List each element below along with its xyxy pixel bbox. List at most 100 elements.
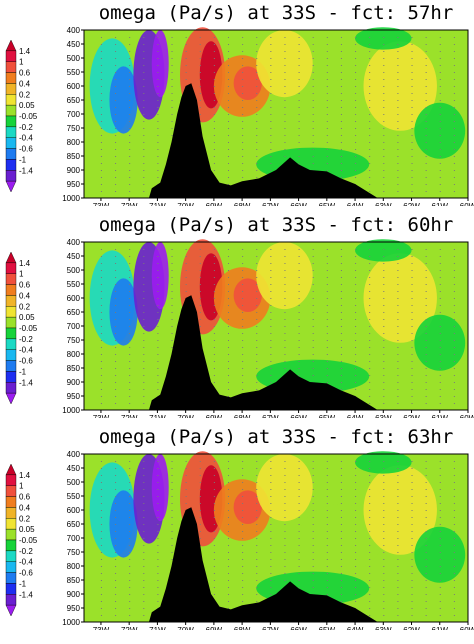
- grid-dot: [228, 65, 229, 66]
- grid-dot: [425, 375, 427, 376]
- grid-dot: [143, 58, 145, 59]
- grid-dot: [439, 44, 441, 45]
- grid-dot: [171, 44, 173, 45]
- grid-dot: [100, 517, 102, 518]
- grid-dot: [453, 580, 455, 581]
- colorbar-cap: [5, 180, 17, 193]
- grid-dot: [439, 128, 441, 129]
- grid-dot: [312, 517, 314, 518]
- grid-dot: [171, 545, 173, 546]
- grid-dot: [439, 305, 441, 306]
- grid-dot: [199, 531, 201, 532]
- omega-contour: [256, 30, 313, 98]
- grid-dot: [453, 354, 455, 355]
- grid-dot: [143, 375, 145, 376]
- grid-dot: [326, 382, 328, 383]
- grid-dot: [242, 263, 244, 264]
- grid-dot: [340, 594, 342, 595]
- grid-dot: [228, 503, 229, 504]
- grid-dot: [199, 107, 201, 108]
- grid-dot: [143, 142, 145, 143]
- omega-contour: [233, 278, 262, 312]
- grid-dot: [199, 482, 201, 483]
- grid-dot: [355, 468, 357, 469]
- grid-dot: [298, 319, 300, 320]
- grid-dot: [242, 37, 244, 38]
- grid-dot: [242, 305, 244, 306]
- grid-dot: [256, 156, 258, 157]
- grid-dot: [256, 86, 258, 87]
- grid-dot: [129, 170, 131, 171]
- grid-dot: [340, 347, 342, 348]
- grid-dot: [298, 51, 300, 52]
- y-tick-label: 850: [67, 152, 81, 161]
- grid-dot: [213, 100, 215, 101]
- grid-dot: [340, 249, 342, 250]
- grid-dot: [213, 72, 215, 73]
- grid-dot: [213, 121, 215, 122]
- grid-dot: [199, 503, 201, 504]
- grid-dot: [129, 496, 131, 497]
- grid-dot: [439, 312, 441, 313]
- x-tick-label: 60W: [460, 202, 474, 206]
- grid-dot: [326, 270, 328, 271]
- grid-dot: [439, 510, 441, 511]
- grid-dot: [425, 37, 427, 38]
- grid-dot: [143, 482, 145, 483]
- grid-dot: [340, 573, 342, 574]
- grid-dot: [115, 403, 117, 404]
- grid-dot: [143, 475, 145, 476]
- grid-dot: [312, 93, 314, 94]
- grid-dot: [298, 375, 300, 376]
- x-tick-label: 73W: [93, 202, 110, 206]
- grid-dot: [369, 566, 371, 567]
- grid-dot: [157, 482, 159, 483]
- grid-dot: [369, 333, 371, 334]
- grid-dot: [312, 475, 314, 476]
- grid-dot: [284, 58, 286, 59]
- grid-dot: [340, 601, 342, 602]
- grid-dot: [228, 121, 229, 122]
- grid-dot: [213, 361, 215, 362]
- grid-dot: [397, 149, 399, 150]
- grid-dot: [199, 249, 201, 250]
- grid-dot: [298, 354, 300, 355]
- grid-dot: [213, 566, 215, 567]
- grid-dot: [115, 496, 117, 497]
- x-tick-label: 62W: [403, 414, 420, 418]
- grid-dot: [213, 587, 215, 588]
- grid-dot: [355, 37, 357, 38]
- grid-dot: [228, 594, 229, 595]
- grid-dot: [143, 347, 145, 348]
- grid-dot: [115, 249, 117, 250]
- grid-dot: [298, 135, 300, 136]
- omega-contour: [355, 27, 412, 50]
- omega-contour: [109, 490, 138, 558]
- grid-dot: [453, 51, 455, 52]
- colorbar-swatch: [5, 159, 17, 171]
- grid-dot: [369, 114, 371, 115]
- grid-dot: [115, 100, 117, 101]
- grid-dot: [369, 128, 371, 129]
- grid-dot: [100, 587, 102, 588]
- grid-dot: [355, 65, 357, 66]
- grid-dot: [100, 270, 102, 271]
- grid-dot: [129, 375, 131, 376]
- grid-dot: [256, 121, 258, 122]
- grid-dot: [439, 298, 441, 299]
- grid-dot: [256, 319, 258, 320]
- grid-dot: [185, 256, 187, 257]
- grid-dot: [143, 580, 145, 581]
- y-tick-label: 750: [67, 548, 81, 557]
- grid-dot: [270, 496, 272, 497]
- grid-dot: [326, 468, 328, 469]
- grid-dot: [369, 170, 371, 171]
- grid-dot: [397, 79, 399, 80]
- grid-dot: [242, 601, 244, 602]
- grid-dot: [143, 37, 145, 38]
- grid-dot: [312, 587, 314, 588]
- grid-dot: [270, 298, 272, 299]
- colorbar-swatch: [5, 474, 17, 486]
- grid-dot: [439, 482, 441, 483]
- grid-dot: [213, 149, 215, 150]
